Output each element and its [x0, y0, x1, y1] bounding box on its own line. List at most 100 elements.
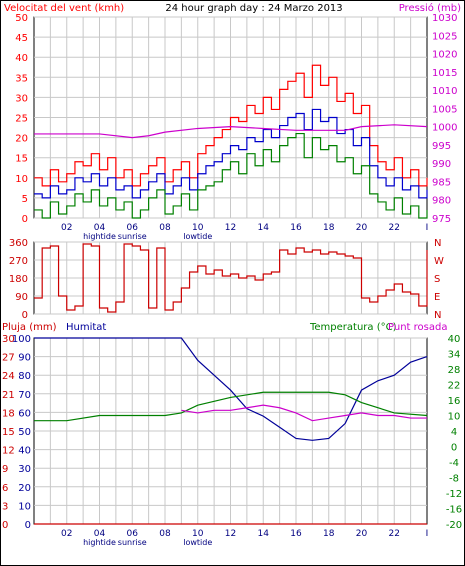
- pressure-title: Pressió (mb): [399, 2, 461, 14]
- rain-tick-label: 18: [2, 408, 15, 419]
- hour-tick-label: 04: [94, 529, 106, 539]
- humidity-title: Humitat: [66, 322, 106, 333]
- wind_avg-line: [34, 108, 428, 199]
- temperature-tick-label: -16: [446, 505, 462, 516]
- humidity-tick-label: 50: [18, 427, 31, 438]
- temperature-tick-label: -20: [446, 520, 462, 531]
- hour-tick-label: 02: [61, 529, 72, 539]
- hour-tick-label: 16: [290, 529, 302, 539]
- wind-tick-label: 40: [15, 53, 28, 64]
- humidity-tick-label: 70: [18, 390, 31, 401]
- dewpoint-line: [181, 404, 427, 422]
- wind-title: Velocitat del vent (kmh): [4, 3, 124, 14]
- humidity-tick-label: 80: [18, 371, 31, 382]
- lower-grid: [34, 337, 427, 525]
- hour-tick-label: 06: [127, 529, 139, 539]
- temperature-tick-label: 0: [451, 443, 457, 454]
- temperature-tick-label: -8: [449, 474, 459, 485]
- hour-tick-label: 08: [159, 223, 171, 233]
- wind-tick-label: 10: [15, 174, 28, 185]
- rain-tick-label: 30: [2, 334, 15, 345]
- compass-label: S: [434, 274, 440, 285]
- wind-tick-label: 45: [15, 33, 28, 44]
- pressure-tick-label: 1015: [432, 68, 457, 79]
- graph-title: 24 hour graph day : 24 Marzo 2013: [165, 3, 342, 14]
- rain-tick-label: 21: [2, 390, 15, 401]
- temperature-tick-label: 40: [448, 334, 461, 345]
- humidity-tick-label: 60: [18, 408, 31, 419]
- rain-tick-label: 24: [2, 371, 15, 382]
- wind-tick-label: 30: [15, 93, 28, 104]
- temperature-tick-label: 16: [448, 396, 461, 407]
- compass-label: N: [434, 310, 441, 321]
- rain-tick-label: 3: [2, 501, 8, 512]
- wind-tick-label: 5: [22, 194, 28, 205]
- wind-tick-label: 25: [15, 114, 28, 125]
- sun-event-label: sunrise: [118, 232, 147, 241]
- wind-tick-label: 15: [15, 154, 28, 165]
- temperature-tick-label: 4: [451, 427, 457, 438]
- rain-tick-label: 6: [2, 483, 8, 494]
- temperature-axis: -20 -16 -12 -8 -4 0 4 10 16 22 28 34 40: [446, 334, 462, 531]
- pressure-tick-label: 975: [432, 214, 451, 225]
- pressure-tick-label: 1010: [432, 86, 457, 97]
- hour-tick-label: 14: [258, 529, 270, 539]
- pressure-tick-label: 1000: [432, 123, 457, 134]
- direction-tick-label: 270: [9, 256, 28, 267]
- humidity-line: [34, 337, 428, 441]
- temperature-tick-label: 34: [448, 350, 461, 361]
- temperature-tick-label: -12: [446, 489, 462, 500]
- pressure-tick-label: 1030: [432, 13, 457, 24]
- temperature-tick-label: -4: [449, 458, 459, 469]
- wind-grid: [34, 16, 427, 219]
- direction-tick-label: 90: [15, 292, 28, 303]
- direction-tick-label: 0: [22, 310, 28, 321]
- rain-tick-label: 15: [2, 427, 15, 438]
- direction-series: [34, 243, 428, 313]
- hour-tick-label: 18: [323, 529, 335, 539]
- temperature-tick-label: 10: [448, 412, 461, 423]
- wind-tick-label: 50: [15, 13, 28, 24]
- pressure-tick-label: 1005: [432, 104, 457, 115]
- hour-tick-label: 16: [290, 223, 302, 233]
- hour-tick-label: 22: [389, 529, 400, 539]
- hour-tick-label: 22: [389, 223, 400, 233]
- compass-label: W: [434, 256, 444, 267]
- hour-tick-label: 02: [61, 223, 72, 233]
- hour-tick-label: 12: [225, 223, 236, 233]
- humidity-tick-label: 20: [18, 483, 31, 494]
- direction-tick-label: 180: [9, 274, 28, 285]
- direction-line: [34, 243, 428, 313]
- humidity-tick-label: 10: [18, 501, 31, 512]
- temperature-line: [34, 391, 428, 422]
- direction-axis: 0 90 180 270 360: [9, 238, 28, 321]
- wind-series: [34, 64, 428, 219]
- wind_gust-line: [34, 64, 428, 187]
- direction-tick-label: 360: [9, 238, 28, 249]
- hour-tick-label: 14: [258, 223, 270, 233]
- compass-label: N: [434, 238, 441, 249]
- hour-tick-label: 10: [192, 529, 204, 539]
- hour-tick-label: I: [426, 223, 429, 233]
- hour-tick-label: 08: [159, 529, 171, 539]
- sun-event-label: lowtide: [183, 538, 212, 547]
- humidity-tick-label: 30: [18, 464, 31, 475]
- hour-tick-label: 18: [323, 223, 335, 233]
- pressure-tick-label: 980: [432, 196, 451, 207]
- rain-tick-label: 12: [2, 446, 15, 457]
- hour-tick-label: 04: [94, 223, 106, 233]
- hour-tick-label: 20: [356, 223, 368, 233]
- sun-event-label: sunrise: [118, 538, 147, 547]
- rain-tick-label: 0: [2, 520, 8, 531]
- pressure-tick-label: 1025: [432, 31, 457, 42]
- wind-tick-label: 0: [22, 214, 28, 225]
- humidity-tick-label: 40: [18, 446, 31, 457]
- hour-tick-label: 06: [127, 223, 139, 233]
- rain-tick-label: 27: [2, 353, 15, 364]
- rain-axis: 0 3 6 9 12 15 18 21 24 27 30: [2, 334, 15, 531]
